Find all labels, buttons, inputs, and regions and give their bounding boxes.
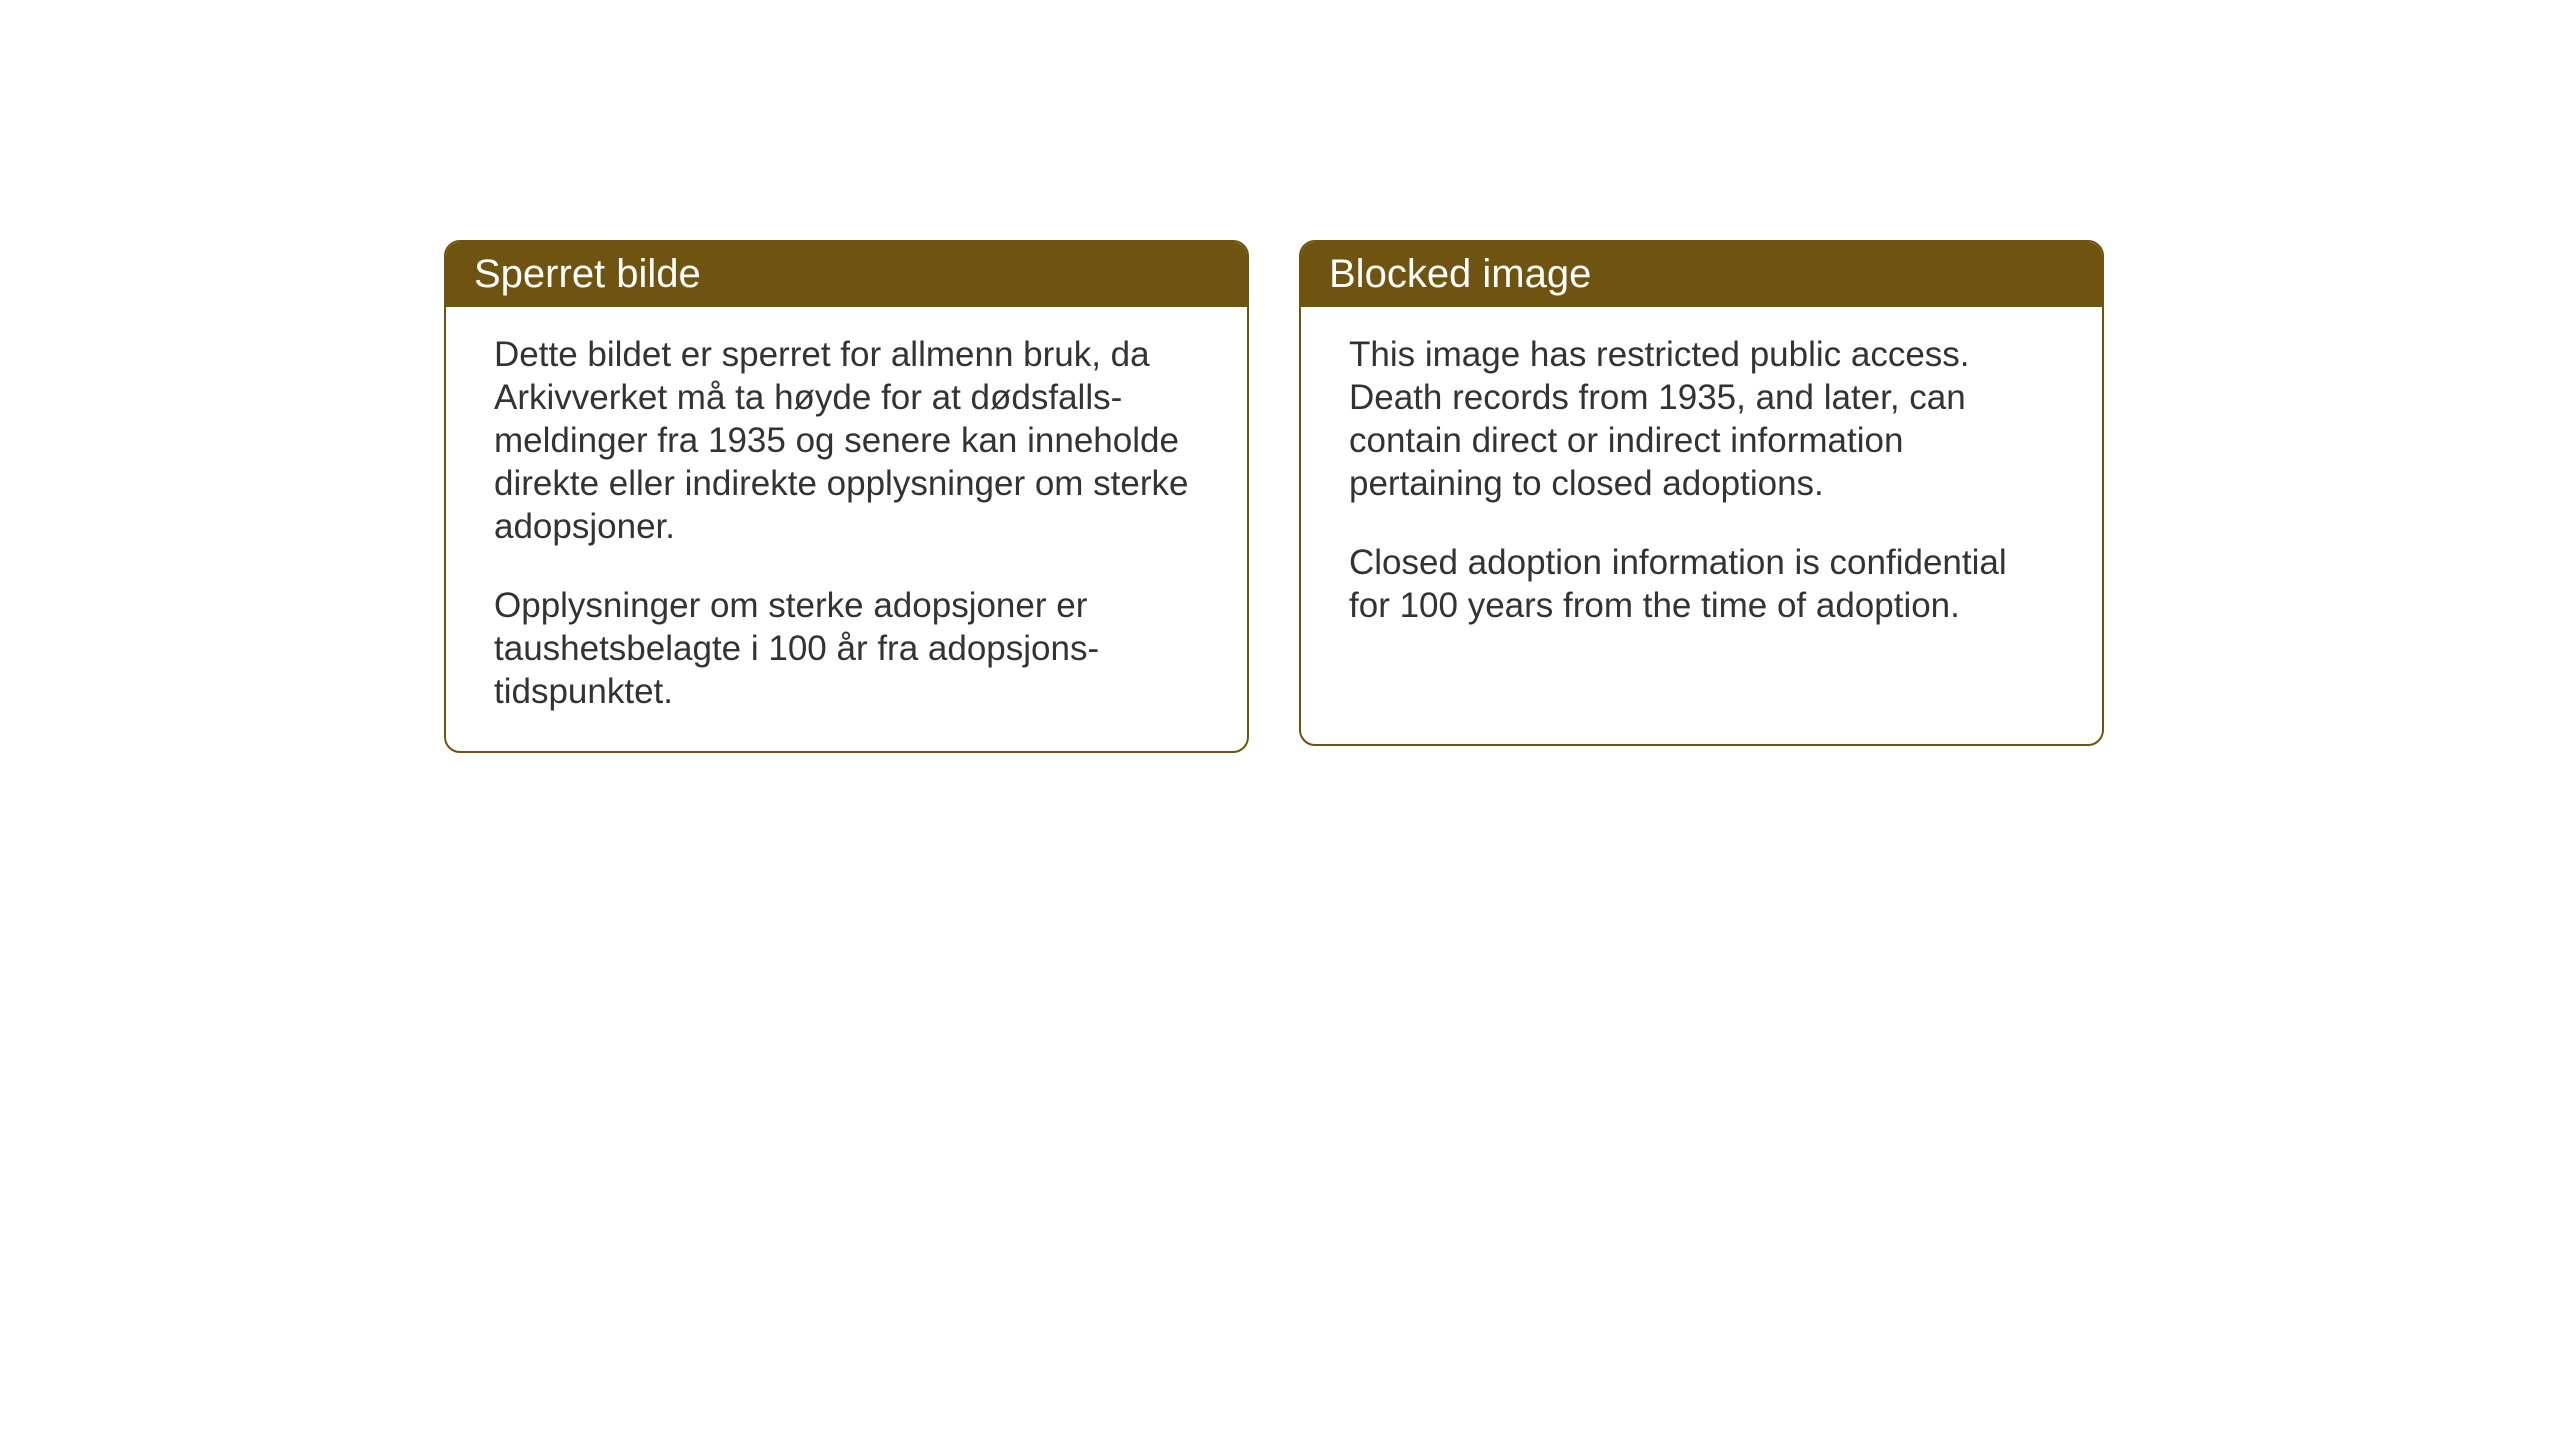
norwegian-paragraph-1: Dette bildet er sperret for allmenn bruk… [494, 333, 1199, 548]
norwegian-card: Sperret bilde Dette bildet er sperret fo… [444, 240, 1249, 753]
english-card-body: This image has restricted public access.… [1301, 307, 2102, 665]
norwegian-paragraph-2: Opplysninger om sterke adopsjoner er tau… [494, 584, 1199, 713]
norwegian-card-header: Sperret bilde [446, 242, 1247, 307]
english-card-header: Blocked image [1301, 242, 2102, 307]
english-paragraph-2: Closed adoption information is confident… [1349, 541, 2054, 627]
english-paragraph-1: This image has restricted public access.… [1349, 333, 2054, 505]
english-card: Blocked image This image has restricted … [1299, 240, 2104, 746]
english-card-title: Blocked image [1329, 252, 1591, 296]
norwegian-card-title: Sperret bilde [474, 252, 701, 296]
norwegian-card-body: Dette bildet er sperret for allmenn bruk… [446, 307, 1247, 751]
notice-container: Sperret bilde Dette bildet er sperret fo… [444, 240, 2104, 753]
